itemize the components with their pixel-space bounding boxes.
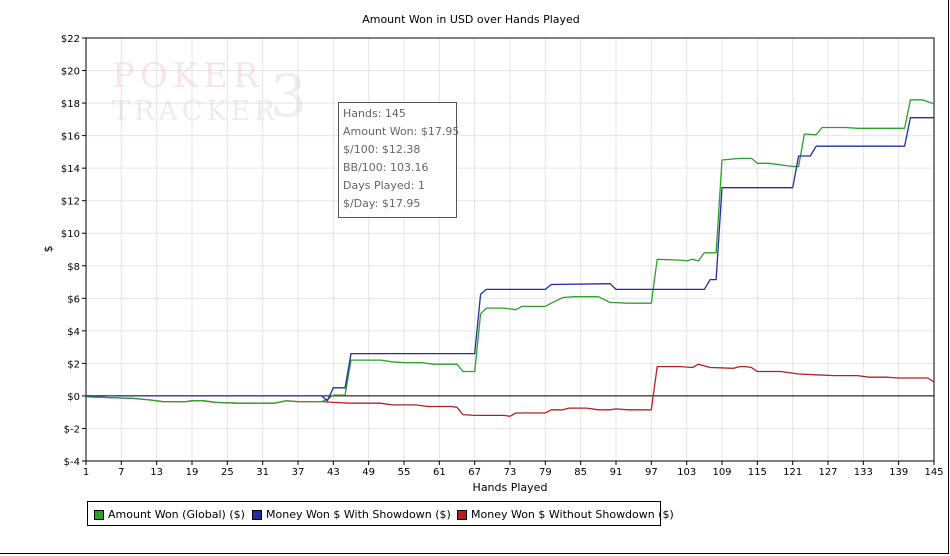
- legend-label-no-showdown: Money Won $ Without Showdown ($): [471, 508, 674, 521]
- x-tick-label: 79: [539, 467, 552, 478]
- y-tick-label: $12: [61, 197, 80, 208]
- legend-item-showdown: Money Won $ With Showdown ($): [252, 508, 451, 521]
- stat-hands: Hands: 145: [343, 107, 406, 120]
- y-tick-label: $22: [61, 34, 80, 45]
- legend-swatch-global: [94, 509, 104, 520]
- stat-days-played: Days Played: 1: [343, 179, 425, 192]
- x-tick-label: 7: [118, 467, 124, 478]
- x-tick-label: 13: [150, 467, 163, 478]
- x-tick-label: 121: [783, 467, 802, 478]
- legend-label-showdown: Money Won $ With Showdown ($): [266, 508, 451, 521]
- poker-tracker-watermark: POKER TRACKER 3: [112, 56, 312, 130]
- legend-swatch-no-showdown: [457, 509, 467, 520]
- x-tick-label: 103: [677, 467, 696, 478]
- x-tick-label: 145: [924, 467, 943, 478]
- x-tick-label: 67: [468, 467, 481, 478]
- stat-amount-won: Amount Won: $17.95: [343, 125, 460, 138]
- x-tick-label: 139: [889, 467, 908, 478]
- y-tick-label: $8: [67, 262, 80, 273]
- x-tick-label: 37: [292, 467, 305, 478]
- y-tick-label: $6: [67, 294, 80, 305]
- series-line-with-showdown: [86, 117, 934, 402]
- y-tick-label: $16: [61, 132, 80, 143]
- x-tick-label: 49: [362, 467, 375, 478]
- chart-title: Amount Won in USD over Hands Played: [362, 13, 580, 26]
- legend-swatch-showdown: [252, 509, 262, 520]
- y-tick-label: $10: [61, 229, 80, 240]
- y-tick-label: $-4: [64, 457, 80, 468]
- stat-bb-per-100: BB/100: 103.16: [343, 161, 429, 174]
- y-tick-label: $-2: [64, 424, 80, 435]
- stat-dollars-per-100: $/100: $12.38: [343, 143, 421, 156]
- x-tick-label: 109: [712, 467, 731, 478]
- x-tick-label: 127: [818, 467, 837, 478]
- y-tick-label: $20: [61, 67, 80, 78]
- y-tick-label: $14: [61, 164, 80, 175]
- x-tick-label: 19: [186, 467, 199, 478]
- legend-label-global: Amount Won (Global) ($): [108, 508, 245, 521]
- stats-tooltip: Hands: 145 Amount Won: $17.95 $/100: $12…: [338, 102, 460, 218]
- x-tick-label: 115: [748, 467, 767, 478]
- legend-item-no-showdown: Money Won $ Without Showdown ($): [457, 508, 674, 521]
- x-tick-label: 55: [398, 467, 411, 478]
- x-axis-ticks: 1 7 13 19 25 31 37 43 49 55 61 67 73 79 85 91 97 103 109 11…: [83, 461, 944, 478]
- legend-item-global: Amount Won (Global) ($): [94, 508, 245, 521]
- stat-dollars-per-day: $/Day: $17.95: [343, 197, 421, 210]
- x-tick-label: 43: [327, 467, 340, 478]
- y-tick-label: $18: [61, 99, 80, 110]
- x-tick-label: 1: [83, 467, 89, 478]
- x-tick-label: 61: [433, 467, 446, 478]
- x-tick-label: 133: [854, 467, 873, 478]
- watermark-word-poker: POKER: [112, 56, 264, 96]
- y-axis-ticks: $-4 $-2 $0 $2 $4 $6 $8 $10 $12 $14 $16 $18 $20 $22: [61, 34, 86, 468]
- y-tick-label: $2: [67, 359, 80, 370]
- y-tick-label: $4: [67, 327, 80, 338]
- chart-legend: Amount Won (Global) ($) Money Won $ With…: [87, 501, 674, 526]
- x-tick-label: 85: [574, 467, 587, 478]
- x-tick-label: 73: [504, 467, 517, 478]
- watermark-word-tracker: TRACKER: [112, 96, 279, 127]
- x-tick-label: 97: [645, 467, 658, 478]
- series-lines: [85, 99, 935, 417]
- y-tick-label: $0: [67, 392, 80, 403]
- x-tick-label: 31: [256, 467, 269, 478]
- y-axis-label: $: [42, 246, 55, 253]
- series-line-amount-won-global: [85, 99, 935, 404]
- x-tick-label: 25: [221, 467, 234, 478]
- x-tick-label: 91: [610, 467, 623, 478]
- watermark-numeral: 3: [270, 62, 307, 130]
- x-axis-label: Hands Played: [473, 481, 548, 494]
